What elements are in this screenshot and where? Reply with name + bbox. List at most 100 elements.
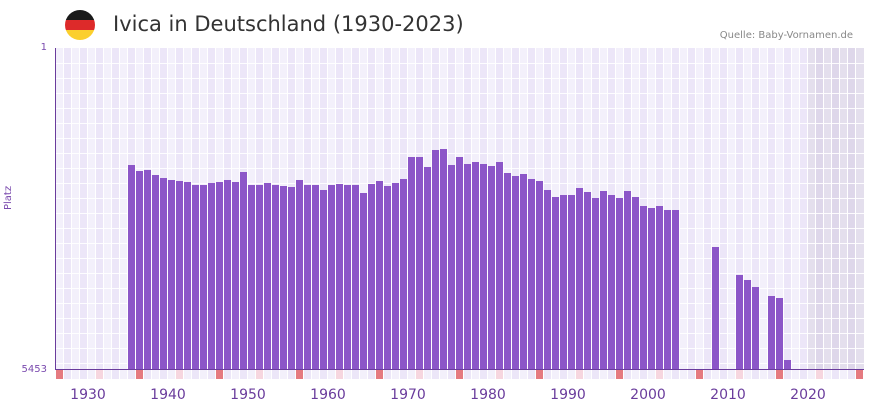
bar-1998[interactable] <box>616 198 623 370</box>
bar-1975[interactable] <box>432 149 439 370</box>
bar-1961[interactable] <box>320 190 327 370</box>
bar-2015[interactable] <box>752 287 759 370</box>
bar-1986[interactable] <box>520 174 527 370</box>
bar-2019[interactable] <box>784 360 791 370</box>
gridline-vertical <box>623 48 624 370</box>
bar-1942[interactable] <box>168 180 175 370</box>
bar-1963[interactable] <box>336 184 343 370</box>
bar-1970[interactable] <box>392 183 399 370</box>
year-marker <box>368 370 375 379</box>
bar-1946[interactable] <box>200 185 207 370</box>
gridline-vertical <box>95 48 96 370</box>
bar-1990[interactable] <box>552 197 559 370</box>
gridline-vertical <box>375 48 376 370</box>
bar-1967[interactable] <box>368 184 375 370</box>
bar-1954[interactable] <box>264 183 271 370</box>
bar-1995[interactable] <box>592 198 599 370</box>
bar-2002[interactable] <box>648 208 655 370</box>
gridline-vertical <box>815 48 816 370</box>
bar-1953[interactable] <box>256 185 263 370</box>
bar-1957[interactable] <box>288 187 295 370</box>
year-marker <box>184 370 191 379</box>
bar-2010[interactable] <box>712 247 719 370</box>
bar-1969[interactable] <box>384 186 391 370</box>
bar-1965[interactable] <box>352 185 359 370</box>
year-marker <box>816 370 823 379</box>
bar-1945[interactable] <box>192 185 199 370</box>
bar-1996[interactable] <box>600 191 607 370</box>
gridline-vertical <box>327 48 328 370</box>
bar-1960[interactable] <box>312 185 319 370</box>
bar-1984[interactable] <box>504 173 511 370</box>
bar-1991[interactable] <box>560 195 567 370</box>
bar-1941[interactable] <box>160 178 167 370</box>
bar-1988[interactable] <box>536 181 543 370</box>
bar-1940[interactable] <box>152 175 159 370</box>
bar-2001[interactable] <box>640 206 647 370</box>
bar-2000[interactable] <box>632 197 639 370</box>
bar-1989[interactable] <box>544 190 551 370</box>
year-marker <box>312 370 319 379</box>
bar-1950[interactable] <box>232 182 239 370</box>
gridline-vertical <box>487 48 488 370</box>
bar-1948[interactable] <box>216 182 223 370</box>
x-tick-1950: 1950 <box>230 387 266 403</box>
bar-1982[interactable] <box>488 166 495 370</box>
bar-2017[interactable] <box>768 296 775 370</box>
source-link[interactable]: Quelle: Baby-Vornamen.de <box>719 30 853 41</box>
bar-1951[interactable] <box>240 172 247 370</box>
bar-1958[interactable] <box>296 180 303 370</box>
bar-1952[interactable] <box>248 185 255 370</box>
bar-1980[interactable] <box>472 162 479 370</box>
bar-1937[interactable] <box>128 165 135 370</box>
bar-1985[interactable] <box>512 176 519 370</box>
bar-1964[interactable] <box>344 185 351 370</box>
bar-1973[interactable] <box>416 157 423 370</box>
bar-1994[interactable] <box>584 192 591 370</box>
year-marker <box>352 370 359 379</box>
bar-1939[interactable] <box>144 170 151 370</box>
bar-1981[interactable] <box>480 164 487 370</box>
bar-1971[interactable] <box>400 179 407 370</box>
bar-1962[interactable] <box>328 185 335 370</box>
bar-1966[interactable] <box>360 193 367 370</box>
bar-1943[interactable] <box>176 181 183 370</box>
bar-1983[interactable] <box>496 162 503 370</box>
bar-1993[interactable] <box>576 188 583 370</box>
bar-2003[interactable] <box>656 206 663 370</box>
gridline-horizontal <box>56 108 864 109</box>
bar-1947[interactable] <box>208 183 215 370</box>
bar-1992[interactable] <box>568 195 575 370</box>
bar-1987[interactable] <box>528 179 535 370</box>
gridline-vertical <box>807 48 808 370</box>
year-marker <box>848 370 855 379</box>
bar-1949[interactable] <box>224 180 231 370</box>
bar-1976[interactable] <box>440 149 447 370</box>
bar-2018[interactable] <box>776 298 783 370</box>
gridline-horizontal <box>56 138 864 139</box>
bar-1972[interactable] <box>408 157 415 370</box>
bar-1997[interactable] <box>608 195 615 370</box>
bar-1968[interactable] <box>376 181 383 370</box>
bar-2013[interactable] <box>736 275 743 370</box>
bar-1938[interactable] <box>136 171 143 370</box>
gridline-vertical <box>655 48 656 370</box>
bar-2005[interactable] <box>672 210 679 370</box>
year-marker <box>520 370 527 379</box>
bar-1999[interactable] <box>624 191 631 370</box>
bar-1955[interactable] <box>272 185 279 370</box>
bar-1956[interactable] <box>280 186 287 370</box>
bar-1944[interactable] <box>184 182 191 370</box>
gridline-vertical <box>263 48 264 370</box>
bar-1959[interactable] <box>304 185 311 370</box>
gridline-vertical <box>471 48 472 370</box>
year-marker <box>168 370 175 379</box>
grid-column <box>736 48 744 370</box>
bar-1978[interactable] <box>456 157 463 370</box>
bar-2014[interactable] <box>744 280 751 370</box>
bar-1979[interactable] <box>464 164 471 370</box>
year-marker <box>272 370 279 379</box>
bar-2004[interactable] <box>664 210 671 370</box>
bar-1974[interactable] <box>424 167 431 370</box>
bar-1977[interactable] <box>448 165 455 370</box>
